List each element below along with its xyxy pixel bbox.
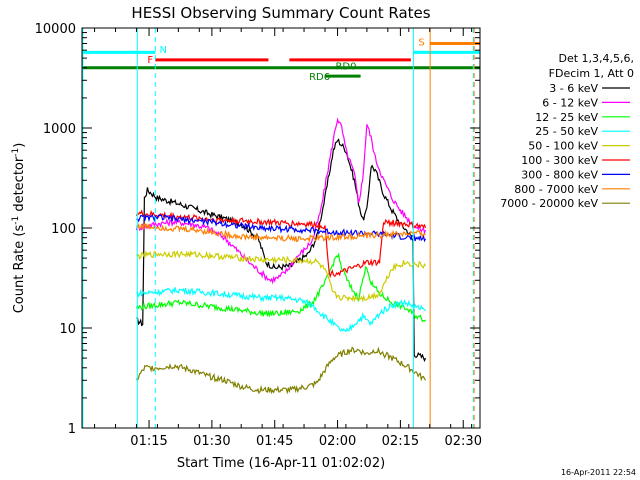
- bar-label-4: RD6: [309, 72, 330, 83]
- y-tick-label-3: 1000: [43, 122, 76, 137]
- legend-label-4: 50 - 100 keV: [528, 140, 598, 153]
- legend-label-0: 3 - 6 keV: [549, 82, 598, 95]
- ticks-layer: 01:15 01:30 01:45 02:00 02:15 02:30 1 10 100 1000…: [35, 22, 482, 449]
- legend-label-2: 12 - 25 keV: [535, 111, 598, 124]
- x-tick-label-2: 01:45: [256, 434, 293, 449]
- bar-label-1: S: [418, 38, 424, 49]
- legend-header-line-2: FDecim 1, Att 0: [549, 67, 634, 80]
- chart-title: HESSI Observing Summary Count Rates: [131, 4, 430, 22]
- x-tick-label-4: 02:15: [382, 434, 419, 449]
- series-line-4: [136, 249, 426, 303]
- x-tick-label-1: 01:30: [193, 434, 230, 449]
- legend-label-1: 6 - 12 keV: [542, 96, 598, 109]
- x-axis-label: Start Time (16-Apr-11 01:02:02): [177, 456, 385, 471]
- x-tick-label-3: 02:00: [319, 434, 356, 449]
- footer-date: 16-Apr-2011 22:54: [561, 468, 636, 477]
- y-tick-label-4: 10000: [35, 22, 76, 37]
- legend-label-5: 100 - 300 keV: [521, 154, 598, 167]
- bar-label-0: N: [160, 45, 167, 56]
- legend-label-3: 25 - 50 keV: [535, 125, 598, 138]
- y-axis-label: Count Rate (s-1 detector-1): [11, 143, 27, 314]
- series-line-8: [135, 346, 427, 395]
- x-tick-label-5: 02:30: [445, 434, 482, 449]
- state-bars-layer: N S F RD0 RD6: [82, 38, 480, 83]
- legend-header-line-1: Det 1,3,4,5,6,: [558, 52, 634, 65]
- legend-label-6: 300 - 800 keV: [521, 168, 598, 181]
- series-layer: [135, 117, 427, 395]
- series-line-0: [136, 138, 427, 363]
- series-line-1: [135, 117, 427, 285]
- legend-label-8: 7000 - 20000 keV: [500, 197, 598, 210]
- y-tick-label-1: 10: [59, 322, 76, 337]
- y-tick-label-2: 100: [51, 222, 76, 237]
- x-tick-label-0: 01:15: [130, 434, 167, 449]
- series-line-7: [136, 222, 426, 243]
- series-line-5: [135, 209, 427, 279]
- series-line-2: [135, 252, 426, 323]
- series-line-3: [136, 287, 426, 333]
- bar-label-3: RD0: [335, 62, 356, 73]
- bar-label-2: F: [147, 55, 153, 66]
- y-tick-label-0: 1: [68, 422, 76, 437]
- legend-label-7: 800 - 7000 keV: [514, 183, 598, 196]
- legend: Det 1,3,4,5,6, FDecim 1, Att 0 3 - 6 keV…: [500, 52, 634, 210]
